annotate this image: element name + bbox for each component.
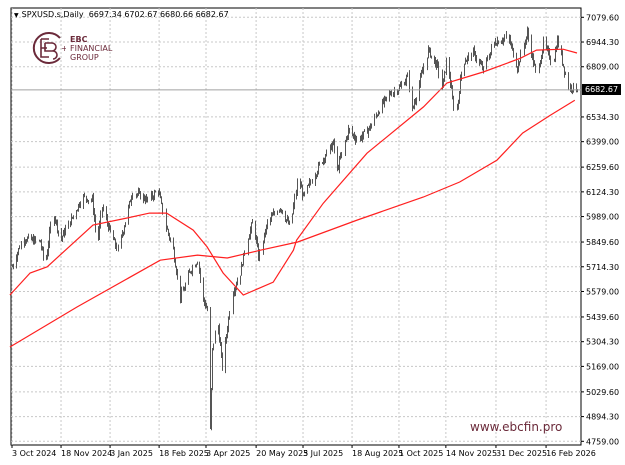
x-tick-label: 1 Oct 2025 bbox=[399, 449, 443, 458]
x-tick-label: 3 Apr 2025 bbox=[206, 449, 250, 458]
x-tick-label: 3 Jul 2025 bbox=[303, 449, 343, 458]
y-tick-label: 5304.30 bbox=[586, 338, 619, 347]
logo-text-ebc: EBC bbox=[70, 34, 88, 44]
symbol-label: SPXUSD.s,Daily bbox=[21, 10, 84, 19]
plot-area bbox=[10, 7, 582, 446]
moving-average-fast-line bbox=[9, 48, 578, 296]
watermark-url: www.ebcfin.pro bbox=[470, 420, 563, 434]
ebc-emblem-icon: + bbox=[32, 32, 66, 64]
y-tick-label: 4894.30 bbox=[586, 413, 619, 422]
logo-text-financial: FINANCIAL bbox=[70, 43, 113, 53]
dropdown-triangle-icon[interactable]: ▼ bbox=[14, 12, 19, 19]
y-tick-label: 5169.00 bbox=[586, 362, 619, 371]
x-tick-label: 14 Nov 2025 bbox=[446, 449, 497, 458]
y-tick-label: 6534.30 bbox=[586, 113, 619, 122]
ebc-logo: + EBC FINANCIAL GROUP bbox=[30, 30, 112, 66]
y-tick-label: 7079.60 bbox=[586, 13, 619, 22]
y-tick-label: 6399.00 bbox=[586, 138, 619, 147]
y-tick-label: 6259.60 bbox=[586, 163, 619, 172]
chart-header: ▼ SPXUSD.s,Daily 6697.34 6702.67 6680.66 … bbox=[14, 10, 229, 19]
y-tick-label: 6944.30 bbox=[586, 38, 619, 47]
logo-text-group: GROUP bbox=[70, 52, 99, 62]
y-tick-label: 5989.00 bbox=[586, 213, 619, 222]
x-tick-label: 3 Oct 2024 bbox=[12, 449, 56, 458]
y-tick-label: 6809.00 bbox=[586, 63, 619, 72]
x-tick-label: 31 Dec 2025 bbox=[496, 449, 547, 458]
y-tick-label: 4759.00 bbox=[586, 437, 619, 446]
y-tick-label: 5714.30 bbox=[586, 263, 619, 272]
x-tick-label: 3 Jan 2025 bbox=[110, 449, 153, 458]
y-tick-label: 6124.30 bbox=[586, 188, 619, 197]
svg-text:+: + bbox=[61, 44, 66, 53]
y-tick-label: 5849.60 bbox=[586, 238, 619, 247]
x-tick-label: 20 May 2025 bbox=[256, 449, 308, 458]
x-tick-label: 18 Feb 2025 bbox=[159, 449, 209, 458]
y-tick-label: 5029.60 bbox=[586, 388, 619, 397]
moving-average-slow-line bbox=[9, 99, 576, 348]
ohlc-values: 6697.34 6702.67 6680.66 6682.67 bbox=[88, 10, 229, 19]
x-tick-label: 18 Nov 2024 bbox=[61, 449, 112, 458]
x-tick-label: 18 Aug 2025 bbox=[352, 449, 403, 458]
y-tick-label: 5579.00 bbox=[586, 287, 619, 296]
current-price-label: 6682.67 bbox=[582, 83, 622, 95]
x-tick-label: 16 Feb 2026 bbox=[546, 449, 596, 458]
y-tick-label: 5439.60 bbox=[586, 313, 619, 322]
